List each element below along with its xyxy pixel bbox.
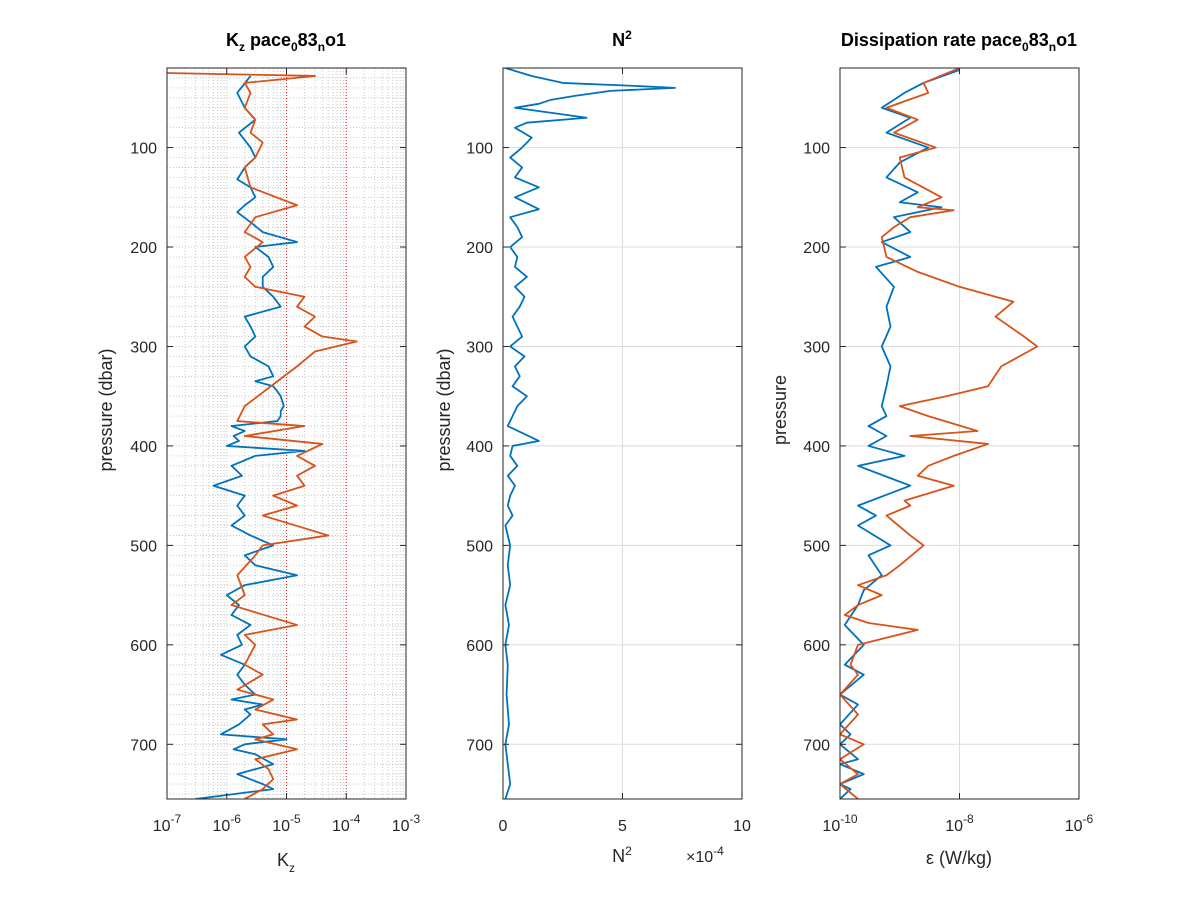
kz-y-tick-label: 700	[130, 737, 157, 754]
kz-y-tick-label: 500	[130, 538, 157, 555]
dissipation-y-tick-label: 700	[803, 737, 830, 754]
dissipation-y-tick-label: 200	[803, 240, 830, 257]
dissipation-y-tick-label: 600	[803, 638, 830, 655]
dissipation-series-line-0	[840, 69, 960, 799]
n2-y-tick-label: 600	[466, 638, 493, 655]
n2-series-line-0	[504, 68, 676, 799]
kz-ticks: 10-7 10-6 10-5 10-4 10-3 100 200 300 400 500 600 70…	[130, 68, 421, 835]
n2-y-tick-label: 100	[466, 141, 493, 158]
dissipation-y-tick-label: 300	[803, 339, 830, 356]
kz-x-tick-label: 10-7	[153, 812, 182, 835]
kz-reference-lines	[286, 68, 347, 799]
kz-series-line-0	[195, 75, 306, 799]
n2-y-tick-label: 700	[466, 737, 493, 754]
dissipation-ticks: 10-10 10-8 10-6 100 200 300 400 500 600 700	[803, 68, 1094, 835]
kz-y-tick-label: 300	[130, 339, 157, 356]
kz-x-tick-label: 10-6	[213, 812, 242, 835]
dissipation-y-tick-label: 100	[803, 141, 830, 158]
kz-series-line-1	[167, 72, 358, 799]
dissipation-x-axis-label: ε (W/kg)	[926, 848, 992, 868]
kz-panel: Kz pace083no1 10-7 10-6 10-5 10-4 10-3100200…	[96, 30, 421, 875]
kz-x-tick-label: 10-5	[272, 812, 301, 835]
n2-y-tick-label: 300	[466, 339, 493, 356]
kz-y-tick-label: 400	[130, 439, 157, 456]
kz-y-tick-label: 600	[130, 638, 157, 655]
dissipation-y-axis-label: pressure	[770, 375, 790, 445]
n2-y-axis-label: pressure (dbar)	[434, 348, 454, 471]
kz-series	[167, 72, 358, 799]
kz-x-tick-label: 10-3	[392, 812, 421, 835]
dissipation-y-tick-label: 500	[803, 538, 830, 555]
dissipation-grid	[839, 68, 1080, 799]
dissipation-x-tick-label: 10-6	[1065, 812, 1094, 835]
n2-x-tick-label: 0	[499, 818, 508, 835]
dissipation-panel: Dissipation rate pace083no1 10-10 10-8 10-…	[770, 30, 1094, 868]
kz-x-tick-label: 10-4	[332, 812, 361, 835]
n2-series	[504, 68, 676, 799]
n2-y-tick-label: 400	[466, 439, 493, 456]
dissipation-x-tick-label: 10-8	[945, 812, 974, 835]
dissipation-series	[840, 68, 1039, 799]
n2-ticks: 0 5 10 100 200 300 400 500 600 700	[466, 68, 751, 835]
n2-x-tick-label: 10	[733, 818, 751, 835]
kz-y-axis-label: pressure (dbar)	[96, 348, 116, 471]
n2-x-tick-label: 5	[618, 818, 627, 835]
n2-y-tick-label: 500	[466, 538, 493, 555]
n2-grid	[502, 68, 743, 799]
dissipation-series-line-1	[840, 68, 1039, 799]
dissipation-y-tick-label: 400	[803, 439, 830, 456]
dissipation-x-tick-label: 10-10	[822, 812, 857, 835]
n2-y-tick-label: 200	[466, 240, 493, 257]
kz-y-tick-label: 100	[130, 141, 157, 158]
kz-y-tick-label: 200	[130, 240, 157, 257]
